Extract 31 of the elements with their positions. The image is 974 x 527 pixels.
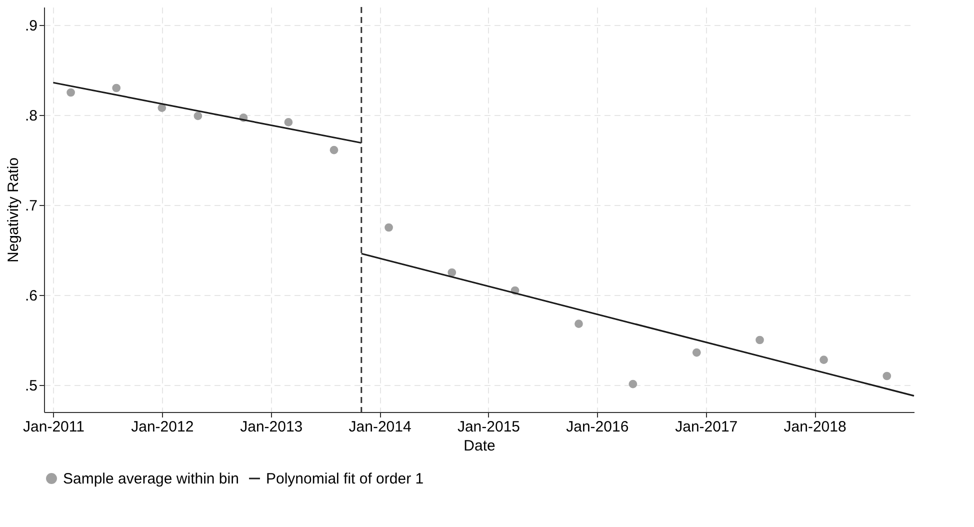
point bbox=[284, 118, 293, 126]
y-tick-label: .6 bbox=[24, 288, 38, 304]
point bbox=[112, 84, 121, 92]
point bbox=[66, 88, 75, 97]
x-tick-label: Jan-2016 bbox=[566, 418, 629, 436]
x-tick-label: Jan-2018 bbox=[784, 418, 846, 436]
point bbox=[820, 356, 828, 364]
point bbox=[882, 372, 892, 380]
point bbox=[692, 348, 701, 357]
y-tick-label: .7 bbox=[24, 198, 38, 214]
x-tick-label: Jan-2011 bbox=[23, 418, 84, 436]
point bbox=[194, 112, 202, 120]
x-tick-label: Jan-2014 bbox=[348, 418, 412, 436]
legend-label: Sample average within bin bbox=[63, 470, 239, 488]
y-tick-label: .5 bbox=[24, 378, 38, 394]
point bbox=[384, 223, 393, 232]
x-tick-label: Jan-2015 bbox=[457, 418, 520, 436]
point bbox=[448, 268, 456, 277]
point bbox=[158, 104, 166, 112]
point bbox=[628, 380, 638, 388]
y-tick-label: .8 bbox=[24, 108, 38, 124]
x-tick-label: Jan-2012 bbox=[131, 418, 194, 436]
y-tick-label: .9 bbox=[24, 18, 38, 34]
x-axis-title: Date bbox=[464, 438, 496, 454]
x-tick-label: Jan-2017 bbox=[675, 418, 738, 436]
point bbox=[330, 146, 338, 154]
legend-label: Polynomial fit of order 1 bbox=[266, 470, 424, 488]
point bbox=[756, 336, 764, 344]
point bbox=[574, 320, 583, 328]
y-axis-title: Negativity Ratio bbox=[4, 157, 22, 263]
x-tick-label: Jan-2013 bbox=[240, 418, 303, 436]
